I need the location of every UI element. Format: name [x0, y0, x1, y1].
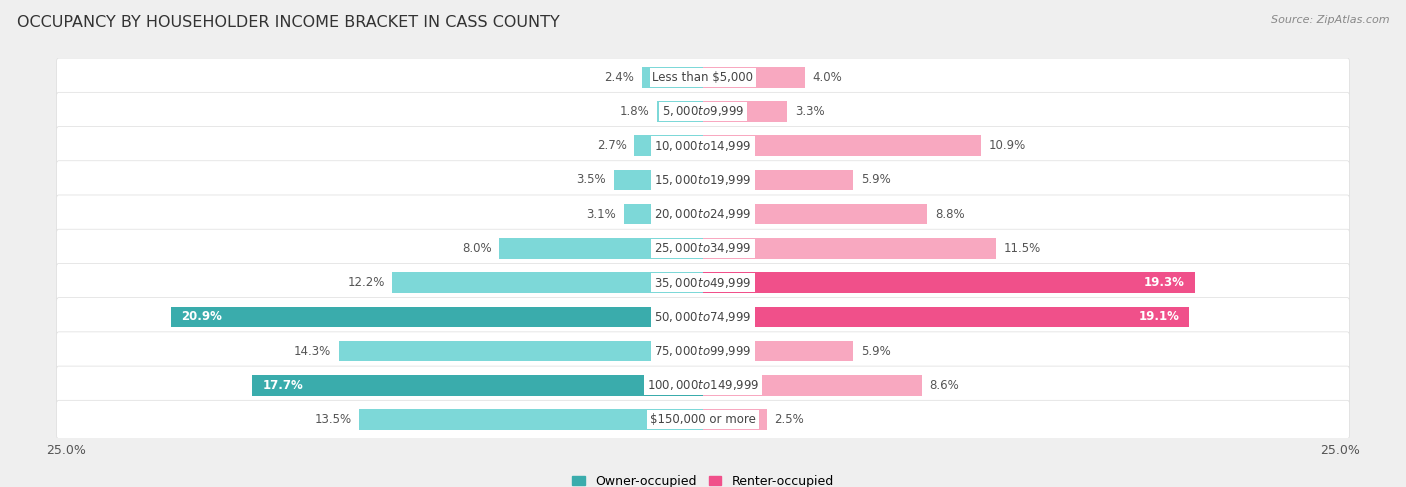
FancyBboxPatch shape: [56, 161, 1350, 199]
Text: 12.2%: 12.2%: [347, 276, 385, 289]
FancyBboxPatch shape: [56, 400, 1350, 439]
Text: 8.0%: 8.0%: [463, 242, 492, 255]
FancyBboxPatch shape: [56, 263, 1350, 302]
Text: 10.9%: 10.9%: [988, 139, 1025, 152]
Bar: [703, 272, 1195, 293]
Text: Source: ZipAtlas.com: Source: ZipAtlas.com: [1271, 15, 1389, 25]
Text: 1.8%: 1.8%: [620, 105, 650, 118]
FancyBboxPatch shape: [56, 298, 1350, 336]
Text: Less than $5,000: Less than $5,000: [652, 71, 754, 84]
Bar: [339, 341, 703, 361]
Text: $20,000 to $24,999: $20,000 to $24,999: [654, 207, 752, 221]
Bar: [624, 204, 703, 225]
Bar: [703, 341, 853, 361]
Bar: [703, 135, 980, 156]
Bar: [359, 409, 703, 430]
FancyBboxPatch shape: [56, 332, 1350, 370]
Text: $100,000 to $149,999: $100,000 to $149,999: [647, 378, 759, 392]
Text: $5,000 to $9,999: $5,000 to $9,999: [662, 105, 744, 118]
Bar: [703, 409, 766, 430]
Text: $50,000 to $74,999: $50,000 to $74,999: [654, 310, 752, 324]
FancyBboxPatch shape: [56, 127, 1350, 165]
Bar: [657, 101, 703, 122]
Bar: [703, 204, 927, 225]
Text: 3.3%: 3.3%: [794, 105, 824, 118]
Text: 2.5%: 2.5%: [775, 413, 804, 426]
Text: 8.8%: 8.8%: [935, 207, 965, 221]
Text: 11.5%: 11.5%: [1004, 242, 1040, 255]
Bar: [703, 67, 804, 88]
Text: 19.3%: 19.3%: [1143, 276, 1184, 289]
FancyBboxPatch shape: [56, 229, 1350, 267]
Text: OCCUPANCY BY HOUSEHOLDER INCOME BRACKET IN CASS COUNTY: OCCUPANCY BY HOUSEHOLDER INCOME BRACKET …: [17, 15, 560, 30]
Bar: [499, 238, 703, 259]
Text: $150,000 or more: $150,000 or more: [650, 413, 756, 426]
Bar: [703, 306, 1189, 327]
Bar: [703, 101, 787, 122]
Text: 2.7%: 2.7%: [596, 139, 627, 152]
Text: $15,000 to $19,999: $15,000 to $19,999: [654, 173, 752, 187]
Bar: [252, 375, 703, 395]
Text: $75,000 to $99,999: $75,000 to $99,999: [654, 344, 752, 358]
FancyBboxPatch shape: [56, 93, 1350, 131]
Text: 13.5%: 13.5%: [315, 413, 352, 426]
Bar: [170, 306, 703, 327]
FancyBboxPatch shape: [56, 366, 1350, 404]
Text: 2.4%: 2.4%: [605, 71, 634, 84]
Text: 5.9%: 5.9%: [860, 344, 890, 357]
Text: 3.5%: 3.5%: [576, 173, 606, 187]
Bar: [614, 169, 703, 190]
Bar: [703, 375, 922, 395]
Text: 20.9%: 20.9%: [181, 310, 222, 323]
Bar: [392, 272, 703, 293]
Bar: [634, 135, 703, 156]
Text: 5.9%: 5.9%: [860, 173, 890, 187]
Text: $35,000 to $49,999: $35,000 to $49,999: [654, 276, 752, 290]
Text: 8.6%: 8.6%: [929, 379, 959, 392]
Text: 3.1%: 3.1%: [586, 207, 616, 221]
Text: 19.1%: 19.1%: [1139, 310, 1180, 323]
FancyBboxPatch shape: [56, 58, 1350, 96]
Text: 4.0%: 4.0%: [813, 71, 842, 84]
FancyBboxPatch shape: [56, 195, 1350, 233]
Bar: [703, 238, 995, 259]
Text: 14.3%: 14.3%: [294, 344, 332, 357]
Text: 17.7%: 17.7%: [263, 379, 304, 392]
Text: $10,000 to $14,999: $10,000 to $14,999: [654, 139, 752, 153]
Legend: Owner-occupied, Renter-occupied: Owner-occupied, Renter-occupied: [568, 470, 838, 487]
Bar: [703, 169, 853, 190]
Text: $25,000 to $34,999: $25,000 to $34,999: [654, 242, 752, 255]
Bar: [643, 67, 703, 88]
